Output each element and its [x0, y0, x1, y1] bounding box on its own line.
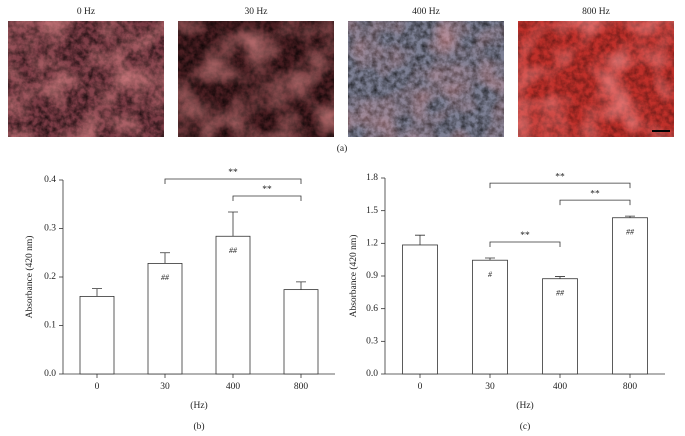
significance-marker: ##: [626, 228, 635, 237]
image-label: 0 Hz: [77, 7, 95, 17]
panel-label: (b): [193, 421, 204, 432]
x-tick-label: 800: [294, 382, 309, 392]
comparison-label: **: [590, 189, 600, 199]
texture: [348, 21, 504, 137]
comparison-bracket: [164, 178, 302, 185]
y-axis-label: Absorbance (420 nm): [348, 235, 359, 318]
y-tick-label: 0.4: [44, 175, 56, 185]
y-tick-label: 0.0: [44, 369, 56, 379]
error-bar: [555, 276, 565, 279]
y-tick-label: 0.9: [366, 271, 378, 281]
comparison-bracket: [489, 182, 631, 189]
comparison-label: **: [520, 231, 530, 241]
panel-label: (c): [520, 421, 531, 432]
x-tick-label: 800: [623, 382, 638, 392]
error-bar: [228, 211, 238, 237]
y-tick-label: 0.0: [366, 369, 378, 379]
bar: [283, 289, 319, 375]
image-label: 400 Hz: [412, 7, 440, 17]
x-tick-label: 400: [226, 382, 241, 392]
micrographs: [8, 21, 674, 137]
y-tick-label: 0.6: [366, 304, 378, 314]
panel-label: (a): [337, 143, 348, 154]
x-tick-label: 400: [553, 382, 568, 392]
significance-marker: ##: [229, 246, 238, 255]
error-bar: [485, 257, 495, 261]
texture: [8, 21, 164, 137]
bar: [79, 295, 115, 375]
y-axis-label: Absorbance (420 nm): [24, 236, 35, 319]
y-tick-label: 1.8: [366, 173, 378, 183]
x-tick-label: 30: [160, 382, 170, 392]
error-bar: [160, 252, 170, 264]
x-tick-label: 0: [418, 382, 423, 392]
comparison-bracket: [559, 199, 631, 206]
comparison-bracket: [232, 195, 302, 202]
error-bar: [415, 234, 425, 245]
bar: [542, 278, 578, 375]
texture: [178, 21, 334, 137]
image-label: 30 Hz: [245, 7, 268, 17]
image-label: 800 Hz: [582, 7, 610, 17]
significance-marker: #: [488, 270, 493, 279]
texture: [518, 21, 674, 137]
bar: [612, 217, 648, 375]
bar: [402, 244, 438, 375]
significance-marker: ##: [161, 273, 170, 282]
comparison-bracket: [489, 241, 561, 248]
x-axis-label: (Hz): [516, 400, 533, 411]
bar: [472, 259, 508, 375]
y-tick-label: 0.2: [44, 272, 56, 282]
y-tick-label: 0.3: [366, 337, 378, 347]
y-tick-label: 1.5: [366, 206, 378, 216]
error-bar: [296, 281, 306, 290]
y-tick-label: 0.3: [44, 224, 56, 234]
significance-marker: ##: [556, 289, 565, 298]
comparison-label: **: [262, 185, 272, 195]
x-tick-label: 30: [485, 382, 495, 392]
error-bar: [625, 215, 635, 218]
x-tick-label: 0: [95, 382, 100, 392]
comparison-label: **: [228, 168, 238, 178]
error-bar: [92, 288, 102, 297]
comparison-label: **: [555, 172, 565, 182]
y-tick-label: 1.2: [366, 239, 378, 249]
x-axis-label: (Hz): [190, 400, 207, 411]
bar: [215, 235, 251, 375]
y-tick-label: 0.1: [44, 321, 56, 331]
